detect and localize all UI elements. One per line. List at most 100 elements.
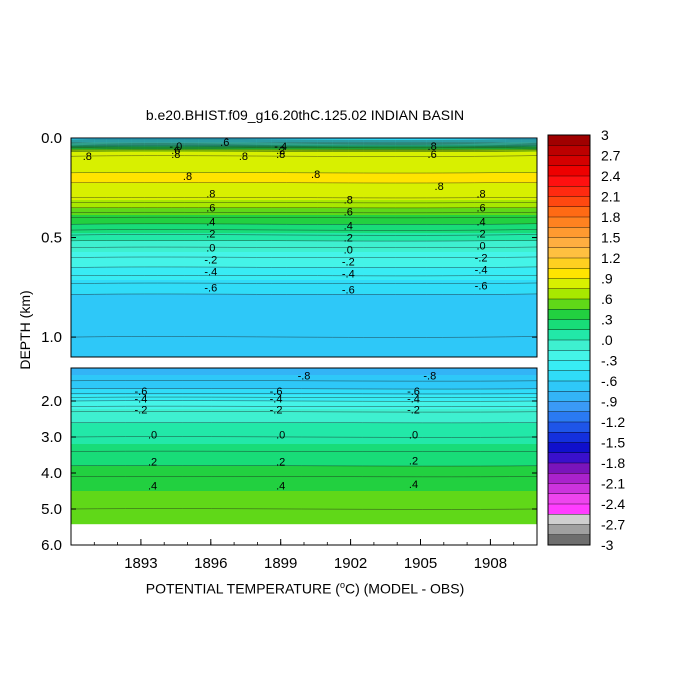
upper-band [71,309,537,311]
contour-labels: .6.8-.0.6.8.8-.4.2.8.8.6.8.8.8.8.6.4.2.0… [83,137,488,493]
chart-title: b.e20.BHIST.f09_g16.20thC.125.02 INDIAN … [145,107,465,123]
upper-band [71,219,537,221]
y-tick-label: 4.0 [41,465,62,482]
lower-band [71,501,537,503]
lower-band [71,469,537,471]
degree-sign: o [339,580,345,590]
upper-band [71,165,537,167]
contour-label: .8 [239,151,248,163]
lower-band [71,380,537,382]
lower-band [71,438,537,440]
upper-band [71,331,537,333]
lower-band [71,453,537,455]
upper-band [71,250,537,252]
upper-band [71,157,537,159]
lower-band [71,372,537,374]
upper-band [71,262,537,264]
lower-band [71,378,537,380]
contour-label: .8 [476,189,485,201]
contour-label: -.2 [134,404,147,416]
lower-band [71,396,537,398]
contour-line [70,142,538,144]
upper-band [71,249,537,251]
y-tick-label: 1.0 [41,329,62,346]
contour-label: -.0 [169,141,182,153]
lower-band [71,373,537,375]
upper-band [71,288,537,290]
upper-band [71,326,537,328]
upper-band [71,342,537,344]
upper-band [71,139,537,141]
contour-label: -.8 [423,370,436,382]
upper-band [71,224,537,226]
lower-band [71,435,537,437]
upper-band [71,321,537,323]
colorbar-label: .3 [601,312,613,328]
contour-label: .6 [171,145,180,157]
lower-band [71,472,537,474]
contour-label: .8 [206,189,215,201]
colorbar-box [547,432,591,444]
colorbar-box [547,370,591,382]
upper-band [71,266,537,268]
upper-band [71,238,537,240]
contour-line [70,150,538,152]
upper-band [71,228,537,230]
colorbar-box [547,329,591,341]
upper-band [71,276,537,278]
upper-band [71,205,537,207]
contour-line [70,172,538,174]
upper-band [71,154,537,156]
upper-band [71,347,537,349]
upper-band [71,345,537,347]
lower-band [71,519,537,521]
upper-band [71,290,537,292]
lower-band [71,408,537,410]
upper-band [71,190,537,192]
x-tick-label: 1893 [124,555,157,572]
colorbar-label: .9 [601,271,613,287]
lower-band [71,376,537,378]
contour-label: .6 [476,203,485,215]
colorbar-box [547,380,591,392]
upper-band [71,303,537,305]
upper-band [71,158,537,160]
upper-band [71,195,537,197]
x-axis-label-post: C) (MODEL - OBS) [344,580,465,597]
lower-band [71,420,537,422]
colorbar-box [547,309,591,321]
upper-band [71,256,537,258]
upper-band [71,240,537,242]
upper-band [71,169,537,171]
x-axis-label-pre: POTENTIAL TEMPERATURE ( [145,580,340,597]
upper-band [71,273,537,275]
contour-label: .6 [206,203,215,215]
colorbar-frame [547,134,591,546]
y-tick-label: 0.0 [41,130,62,147]
lower-band [71,432,537,434]
contour-label: -.2 [204,254,217,266]
upper-band [71,305,537,307]
lower-band [71,493,537,495]
colorbar-label: -1.5 [601,435,625,451]
contour-line [70,234,538,236]
upper-band [71,156,537,158]
contour-line [70,211,538,214]
upper-band [71,179,537,181]
upper-band [71,280,537,282]
lower-band [71,383,537,385]
colorbar-box [547,237,591,249]
contour-label: .4 [476,217,485,229]
upper-band [71,146,537,148]
lower-band [71,458,537,460]
upper-band [71,175,537,177]
colorbar-label: .6 [601,291,613,307]
upper-band [71,148,537,150]
upper-band [71,246,537,248]
lower-band [71,467,537,469]
contour-label: -.4 [475,264,488,276]
upper-band [71,216,537,218]
colorbar-box [547,503,591,515]
lower-band [71,516,537,518]
contour-line [70,147,538,149]
